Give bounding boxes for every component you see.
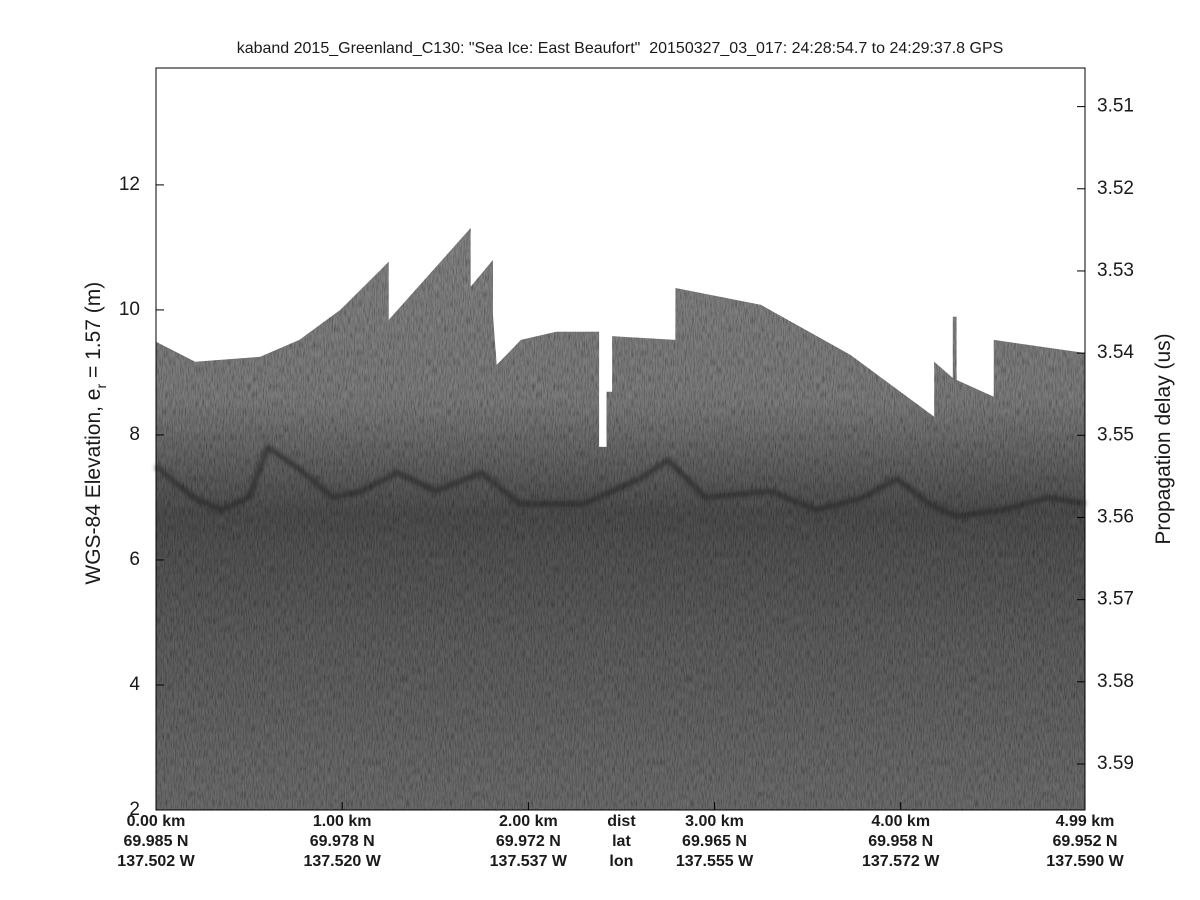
- y2-tick-label: 3.53: [1097, 260, 1134, 281]
- x-tick-lon: 137.520 W: [303, 853, 381, 870]
- y-tick-label: 10: [119, 299, 140, 320]
- x-tick-lon: 137.590 W: [1046, 853, 1124, 870]
- plot-frame: [155, 67, 1086, 811]
- y2-tick-label: 3.54: [1097, 342, 1134, 363]
- y2-axis-label: Propagation delay (us): [1152, 333, 1175, 544]
- y2-tick-label: 3.59: [1097, 753, 1134, 774]
- chart-title: kaband 2015_Greenland_C130: "Sea Ice: Ea…: [237, 40, 1004, 57]
- plot-area: [154, 228, 1086, 810]
- y2-tick-label: 3.56: [1097, 506, 1134, 527]
- y-axis-label: WGS-84 Elevation, er = 1.57 (m): [82, 264, 109, 614]
- y-tick-label: 4: [129, 674, 140, 695]
- x-tick-lon: 137.572 W: [862, 853, 940, 870]
- y2-tick-label: 3.51: [1097, 96, 1134, 117]
- y-label-sub: r: [93, 384, 109, 389]
- axis-row-label: lat: [612, 833, 631, 850]
- x-tick-label: 4.99 km: [1056, 813, 1115, 830]
- y-tick-label: 8: [129, 424, 140, 445]
- x-tick-lat: 69.958 N: [868, 833, 933, 850]
- y-tick-label: 2: [129, 799, 140, 820]
- x-tick-lon: 137.502 W: [117, 853, 195, 870]
- y2-tick-label: 3.58: [1097, 671, 1134, 692]
- x-tick-lon: 137.555 W: [676, 853, 754, 870]
- y-label-main: WGS-84 Elevation, e: [82, 389, 105, 585]
- y-tick-label: 6: [129, 549, 140, 570]
- y-label-end: = 1.57 (m): [82, 282, 105, 384]
- layer-line: [154, 443, 1086, 519]
- echogram-area: [156, 228, 1085, 810]
- x-tick-label: 0.00 km: [127, 813, 186, 830]
- y2-tick-label: 3.52: [1097, 178, 1134, 199]
- x-tick-lon: 137.537 W: [490, 853, 568, 870]
- x-tick-label: 1.00 km: [313, 813, 372, 830]
- x-tick-label: 4.00 km: [871, 813, 930, 830]
- y2-tick-label: 3.55: [1097, 424, 1134, 445]
- axis-row-label: lon: [609, 853, 633, 870]
- x-tick-label: 3.00 km: [685, 813, 744, 830]
- x-tick-lat: 69.985 N: [124, 833, 189, 850]
- axis-row-label: dist: [607, 813, 636, 830]
- x-tick-lat: 69.965 N: [682, 833, 747, 850]
- x-tick-label: 2.00 km: [499, 813, 558, 830]
- y2-tick-label: 3.57: [1097, 589, 1134, 610]
- x-tick-lat: 69.952 N: [1053, 833, 1118, 850]
- x-tick-lat: 69.972 N: [496, 833, 561, 850]
- x-tick-lat: 69.978 N: [310, 833, 375, 850]
- y-tick-label: 12: [119, 174, 140, 195]
